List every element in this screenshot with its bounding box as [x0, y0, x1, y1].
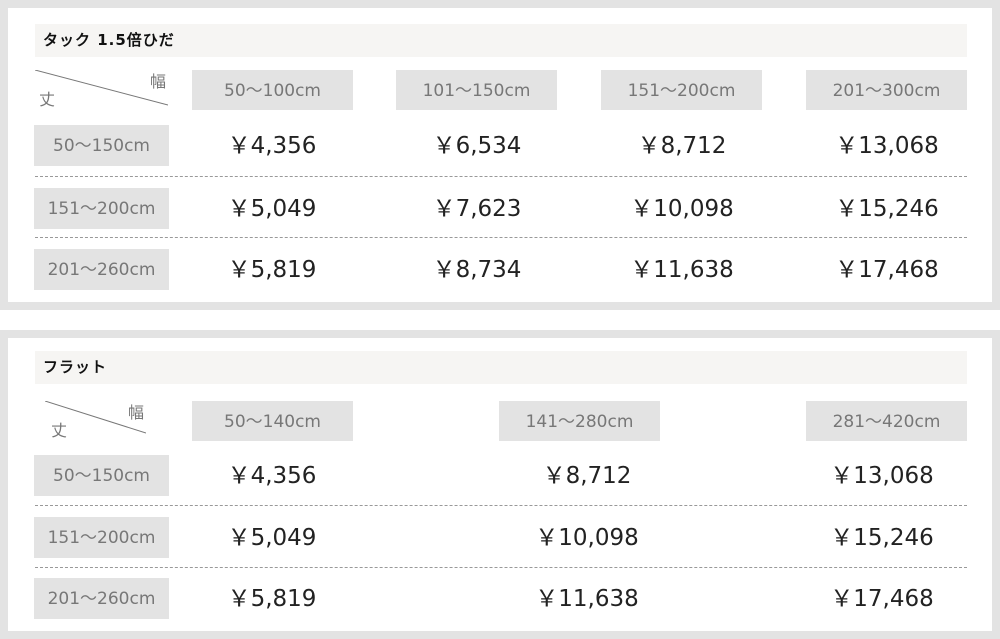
column-header: 50〜140cm	[192, 401, 353, 441]
corner-cell: 幅丈	[35, 70, 168, 110]
price-cell: ￥8,712	[542, 463, 632, 489]
row-header: 50〜150cm	[34, 125, 169, 166]
price-cell: ￥10,098	[535, 525, 639, 551]
price-cell: ￥13,068	[830, 463, 934, 489]
price-cell: ￥8,734	[432, 257, 522, 283]
width-label: 幅	[127, 403, 144, 422]
price-cell: ￥17,468	[835, 257, 939, 283]
table-title: タック 1.5倍ひだ	[35, 24, 967, 57]
row-header: 151〜200cm	[34, 188, 169, 229]
price-cell: ￥5,049	[227, 196, 317, 222]
row-header: 201〜260cm	[34, 578, 169, 619]
column-header: 201〜300cm	[806, 70, 967, 110]
price-cell: ￥7,623	[432, 196, 522, 222]
price-cell: ￥11,638	[535, 586, 639, 612]
price-cell: ￥11,638	[630, 257, 734, 283]
column-header: 141〜280cm	[499, 401, 660, 441]
table-title: フラット	[35, 351, 967, 384]
row-divider	[35, 176, 967, 177]
column-header: 281〜420cm	[806, 401, 967, 441]
price-cell: ￥17,468	[830, 586, 934, 612]
price-cell: ￥4,356	[227, 133, 317, 159]
price-cell: ￥10,098	[630, 196, 734, 222]
column-header: 50〜100cm	[192, 70, 353, 110]
price-cell: ￥6,534	[432, 133, 522, 159]
diagonal-line	[35, 70, 168, 106]
price-table: フラット幅丈 50〜140cm 141〜280cm 281〜420cm 50〜150cm…	[8, 338, 992, 631]
row-divider	[35, 237, 967, 238]
row-divider	[35, 505, 967, 506]
width-label: 幅	[149, 72, 166, 91]
price-table-panel: タック 1.5倍ひだ幅丈 50〜100cm 101〜150cm 151〜200cm 20…	[0, 0, 1000, 310]
row-header: 201〜260cm	[34, 249, 169, 290]
corner-cell: 幅丈	[45, 401, 146, 441]
row-divider	[35, 567, 967, 568]
price-table: タック 1.5倍ひだ幅丈 50〜100cm 101〜150cm 151〜200cm 20…	[8, 8, 992, 302]
price-cell: ￥15,246	[835, 196, 939, 222]
column-header: 151〜200cm	[601, 70, 762, 110]
price-cell: ￥5,049	[227, 525, 317, 551]
price-cell: ￥15,246	[830, 525, 934, 551]
height-label: 丈	[39, 90, 56, 109]
column-header: 101〜150cm	[396, 70, 557, 110]
price-table-panel: フラット幅丈 50〜140cm 141〜280cm 281〜420cm 50〜150cm…	[0, 330, 1000, 639]
price-cell: ￥5,819	[227, 257, 317, 283]
height-label: 丈	[51, 421, 68, 440]
price-cell: ￥5,819	[227, 586, 317, 612]
price-cell: ￥13,068	[835, 133, 939, 159]
price-cell: ￥8,712	[637, 133, 727, 159]
row-header: 151〜200cm	[34, 517, 169, 558]
diagonal-line	[45, 401, 146, 434]
row-header: 50〜150cm	[34, 455, 169, 496]
price-cell: ￥4,356	[227, 463, 317, 489]
